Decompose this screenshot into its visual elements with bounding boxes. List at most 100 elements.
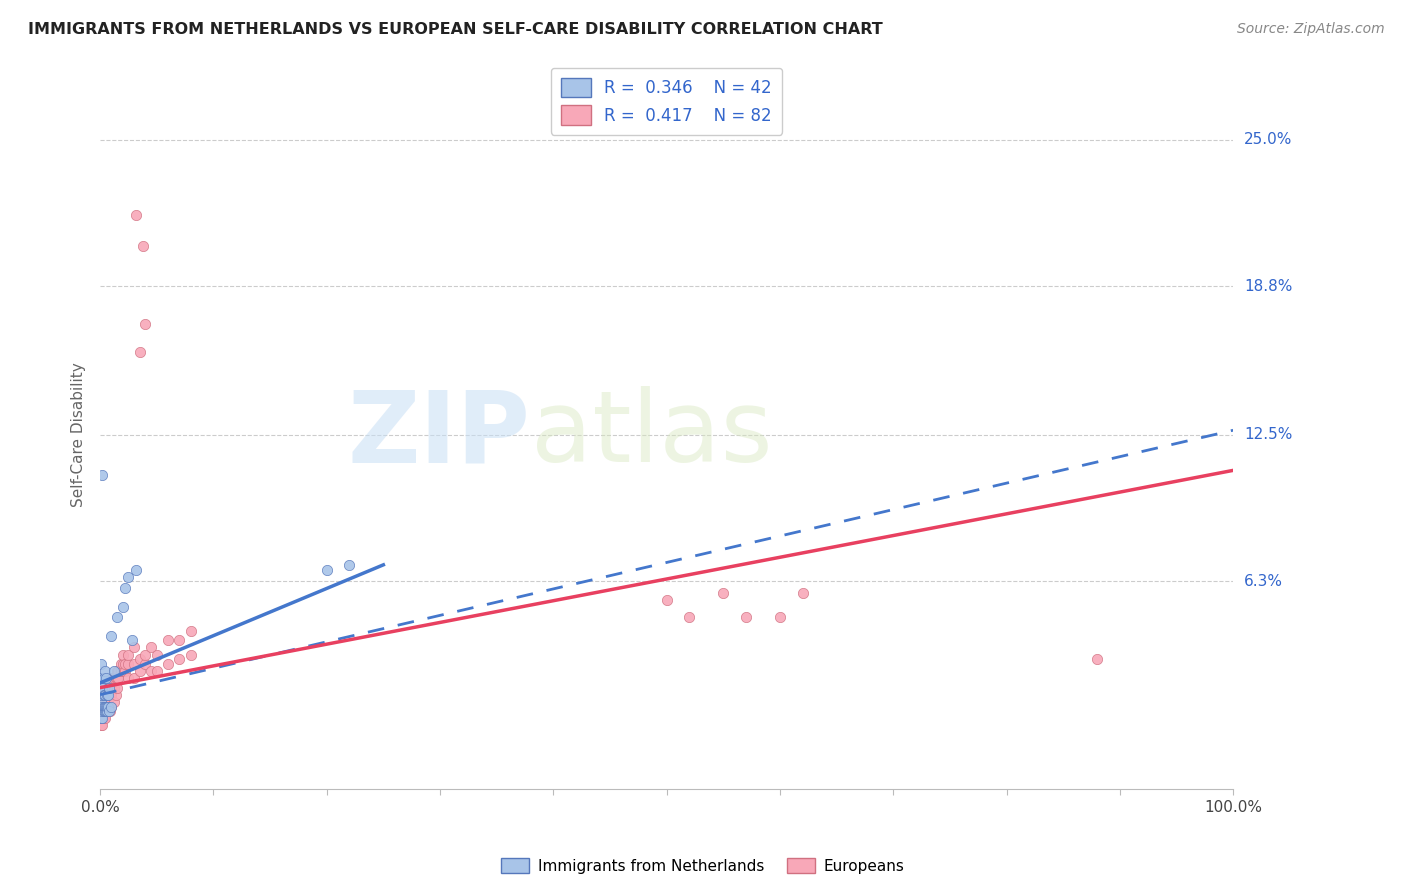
Legend: Immigrants from Netherlands, Europeans: Immigrants from Netherlands, Europeans [495,852,911,880]
Point [91,699,114,714]
Point [103,695,125,709]
Point [117,569,139,583]
Point [122,671,145,685]
Point [97,688,120,702]
Point [100,688,122,702]
Point [90,711,112,725]
Point [91,704,114,718]
Point [107,671,129,685]
Point [97,699,120,714]
Legend: R =  0.346    N = 42, R =  0.417    N = 82: R = 0.346 N = 42, R = 0.417 N = 82 [551,68,782,135]
Point [315,563,337,577]
Point [180,624,202,638]
Point [93,699,115,714]
Point [98,704,121,718]
Text: 25.0%: 25.0% [1244,132,1292,147]
Point [655,593,678,607]
Text: 12.5%: 12.5% [1244,427,1292,442]
Text: 18.8%: 18.8% [1244,278,1292,293]
Point [180,648,202,662]
Point [337,558,360,572]
Point [93,695,115,709]
Point [98,681,121,695]
Point [111,657,134,671]
Point [90,681,112,695]
Point [96,704,118,718]
Point [134,648,156,662]
Point [711,586,734,600]
Point [93,688,115,702]
Point [91,695,114,709]
Point [91,468,114,483]
Point [122,657,145,671]
Point [96,699,118,714]
Point [90,688,112,702]
Point [90,711,112,725]
Point [100,699,122,714]
Point [111,600,134,615]
Point [97,704,120,718]
Text: IMMIGRANTS FROM NETHERLANDS VS EUROPEAN SELF-CARE DISABILITY CORRELATION CHART: IMMIGRANTS FROM NETHERLANDS VS EUROPEAN … [28,22,883,37]
Point [96,695,118,709]
Point [105,671,128,685]
Point [90,718,112,732]
Point [104,671,127,685]
Point [128,664,150,678]
Point [96,688,118,702]
Point [93,664,115,678]
Point [93,699,115,714]
Point [107,664,129,678]
Point [94,704,117,718]
Point [96,704,118,718]
Point [90,704,112,718]
Point [94,699,117,714]
Point [90,657,112,671]
Point [735,609,758,624]
Point [169,633,191,648]
Point [103,671,125,685]
Point [94,688,117,702]
Point [91,681,114,695]
Point [98,688,121,702]
Point [91,718,114,732]
Point [97,695,120,709]
Point [91,688,114,702]
Point [157,657,180,671]
Y-axis label: Self-Care Disability: Self-Care Disability [72,362,86,508]
Point [93,711,115,725]
Point [111,664,134,678]
Point [111,648,134,662]
Point [114,657,136,671]
Point [114,582,136,596]
Point [93,704,115,718]
Point [91,699,114,714]
Point [91,711,114,725]
Point [678,609,700,624]
Point [100,671,122,685]
Point [114,664,136,678]
Point [90,699,112,714]
Point [125,208,148,222]
Point [94,704,117,718]
Point [91,704,114,718]
Point [1085,652,1108,666]
Point [96,688,118,702]
Point [93,711,115,725]
Point [146,664,169,678]
Point [90,699,112,714]
Point [93,704,115,718]
Point [125,563,148,577]
Point [97,699,120,714]
Point [93,699,115,714]
Point [128,652,150,666]
Point [98,688,121,702]
Point [121,633,143,648]
Point [93,688,115,702]
Point [792,586,814,600]
Point [93,704,115,718]
Point [117,657,139,671]
Point [769,609,792,624]
Point [93,699,115,714]
Point [90,704,112,718]
Point [104,688,127,702]
